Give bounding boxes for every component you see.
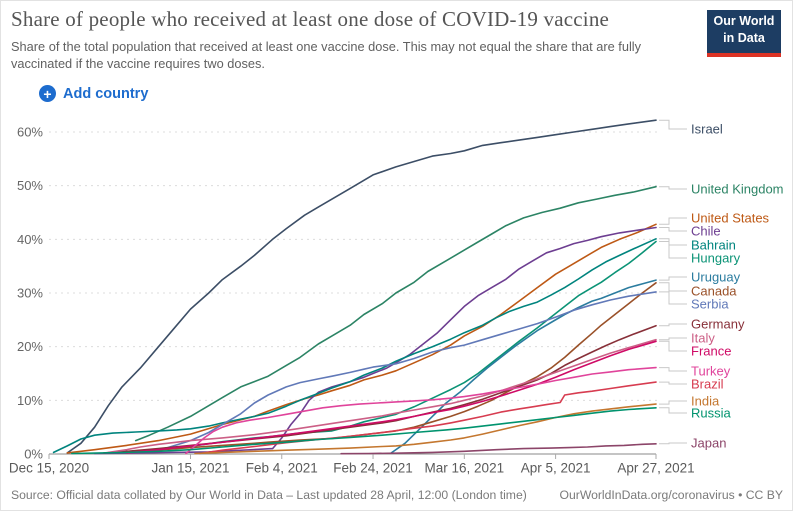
source-note: Source: Official data collated by Our Wo… [11,488,527,502]
y-axis-tick-label: 20% [17,339,43,354]
legend-leader-line [659,367,687,372]
series-label-germany[interactable]: Germany [691,317,745,332]
legend-leader-line [659,119,687,130]
series-label-turkey[interactable]: Turkey [691,364,731,379]
legend-leader-line [659,340,687,352]
series-label-serbia[interactable]: Serbia [691,297,729,312]
legend-leader-line [659,381,687,385]
series-label-bahrain[interactable]: Bahrain [691,238,736,253]
series-line-italy[interactable] [107,338,657,454]
series-label-india[interactable]: India [691,394,720,409]
series-label-france[interactable]: France [691,344,731,359]
series-label-chile[interactable]: Chile [691,224,721,239]
series-label-japan[interactable]: Japan [691,436,726,451]
series-line-canada[interactable] [125,281,657,454]
series-line-germany[interactable] [103,324,657,454]
x-axis-tick-label: Mar 16, 2021 [425,461,505,476]
legend-leader-line [659,291,687,305]
y-axis-tick-label: 0% [24,447,43,462]
series-label-united-states[interactable]: United States [691,211,770,226]
chart-footer: Source: Official data collated by Our Wo… [1,484,792,510]
legend-leader-line [659,217,687,225]
y-axis-tick-label: 60% [17,125,43,140]
legend-leader-line [659,337,687,341]
series-line-israel[interactable] [66,119,657,454]
series-label-canada[interactable]: Canada [691,284,737,299]
plus-circle-icon: + [39,85,56,102]
owid-logo-line1: Our World [713,14,775,28]
owid-logo-line2: in Data [723,31,765,45]
y-axis-tick-label: 30% [17,286,43,301]
x-axis-tick-label: Feb 24, 2021 [333,461,413,476]
owid-logo[interactable]: Our World in Data [707,10,781,57]
y-axis-tick-label: 10% [17,393,43,408]
x-axis-tick-label: Dec 15, 2020 [9,461,89,476]
license-link[interactable]: OurWorldInData.org/coronavirus • CC BY [559,488,784,502]
series-line-japan[interactable] [340,442,657,455]
y-axis-tick-label: 50% [17,178,43,193]
x-axis-tick-label: Apr 27, 2021 [617,461,694,476]
series-line-united-kingdom[interactable] [134,185,657,442]
series-line-france[interactable] [125,340,657,454]
legend-leader-line [659,407,687,414]
chart-subtitle: Share of the total population that recei… [11,39,642,71]
series-line-turkey[interactable] [185,366,657,455]
legend-leader-line [659,276,687,281]
series-line-india[interactable] [194,403,657,455]
series-label-uruguay[interactable]: Uruguay [691,270,741,285]
series-label-italy[interactable]: Italy [691,331,715,346]
legend-leader-line [659,400,687,405]
add-country-button[interactable]: + Add country [39,85,148,102]
x-axis-tick-label: Apr 5, 2021 [521,461,591,476]
legend-leader-line [659,186,687,190]
series-line-bahrain[interactable] [52,238,657,454]
legend-leader-line [659,282,687,292]
legend-leader-line [659,241,687,259]
x-axis-tick-label: Feb 4, 2021 [246,461,318,476]
series-label-brazil[interactable]: Brazil [691,377,724,392]
series-label-hungary[interactable]: Hungary [691,251,741,266]
series-line-serbia[interactable] [148,291,657,453]
x-axis-tick-label: Jan 15, 2021 [151,461,229,476]
legend-leader-line [659,227,687,232]
chart-title: Share of people who received at least on… [11,7,610,31]
series-label-israel[interactable]: Israel [691,122,723,137]
series-label-united-kingdom[interactable]: United Kingdom [691,182,784,197]
series-line-russia[interactable] [71,406,657,455]
legend-leader-line [659,442,687,445]
add-country-label: Add country [63,85,149,102]
y-axis-tick-label: 40% [17,232,43,247]
legend-leader-line [659,323,687,327]
series-label-russia[interactable]: Russia [691,406,732,421]
